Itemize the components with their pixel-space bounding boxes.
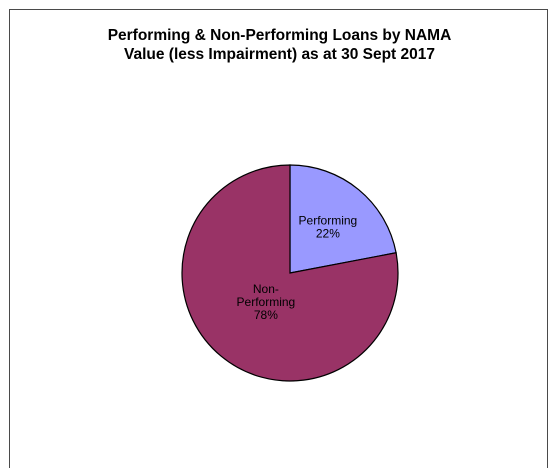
pie-labels: Performing 22%Non-Performing 78% (237, 214, 358, 322)
pie-label-name: Non- (253, 282, 279, 296)
chart-title: Performing & Non-Performing Loans by NAM… (0, 26, 559, 64)
chart-title-line-2: Value (less Impairment) as at 30 Sept 20… (123, 46, 435, 63)
pie-label-percent: 22% (316, 227, 340, 241)
pie-slices (181, 164, 399, 382)
pie-label-non-performing: Non-Performing 78% (237, 282, 296, 322)
pie-label-name: Performing (299, 214, 358, 228)
pie-slice-non-performing (181, 164, 399, 382)
pie-label-performing: Performing 22% (299, 214, 358, 241)
chart-title-line-1: Performing & Non-Performing Loans by NAM… (107, 27, 452, 44)
pie-label-percent: 78% (254, 308, 278, 322)
pie-label-name: Performing (237, 295, 296, 309)
pie-slice-performing (289, 164, 397, 274)
